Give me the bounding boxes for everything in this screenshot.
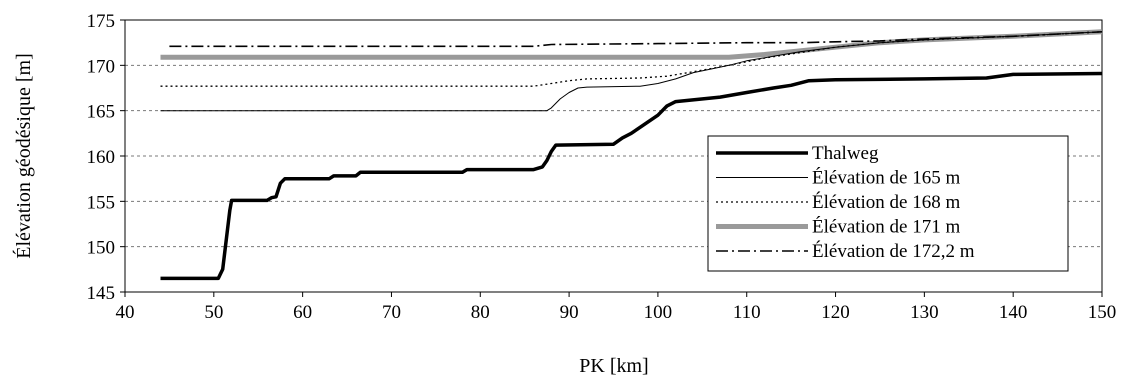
x-tick-label: 130 [910,302,939,323]
x-tick-label: 80 [471,302,490,323]
y-axis: 145 150 155 160 165 170 175 [87,11,125,304]
x-axis: 40 50 60 70 80 90 100 110 120 130 140 150 [116,292,1117,323]
y-tick-label: 150 [87,238,116,259]
x-tick-label: 50 [204,302,223,323]
x-tick-label: 70 [382,302,401,323]
y-tick-label: 160 [87,147,116,168]
legend-box [707,135,1069,272]
legend-label-4: Élévation de 172,2 m [812,240,975,262]
legend-label-1: Élévation de 165 m [812,167,960,189]
y-axis-title: Élévation géodésique [m] [12,53,35,259]
series-group [160,29,1103,281]
x-axis-title: PK [km] [579,355,648,377]
series-line-0 [160,71,1103,281]
x-tick-label: 100 [644,302,673,323]
x-tick-label: 150 [1088,302,1117,323]
legend-label-0: Thalweg [812,143,879,164]
x-tick-label: 60 [293,302,312,323]
y-tick-label: 165 [87,102,116,123]
y-tick-label: 175 [87,11,116,32]
series-line-3 [160,29,1103,60]
x-tick-label: 140 [999,302,1028,323]
y-tick-label: 170 [87,56,116,77]
x-tick-label: 110 [733,302,761,323]
x-tick-label: 90 [560,302,579,323]
x-tick-label: 120 [821,302,850,323]
series-line-4 [169,31,1103,48]
y-tick-label: 145 [87,283,116,304]
y-tick-label: 155 [87,192,116,213]
x-tick-label: 40 [116,302,135,323]
legend-label-3: Élévation de 171 m [812,216,960,238]
legend-label-2: Élévation de 168 m [812,191,960,213]
series-line-1 [160,31,1103,112]
